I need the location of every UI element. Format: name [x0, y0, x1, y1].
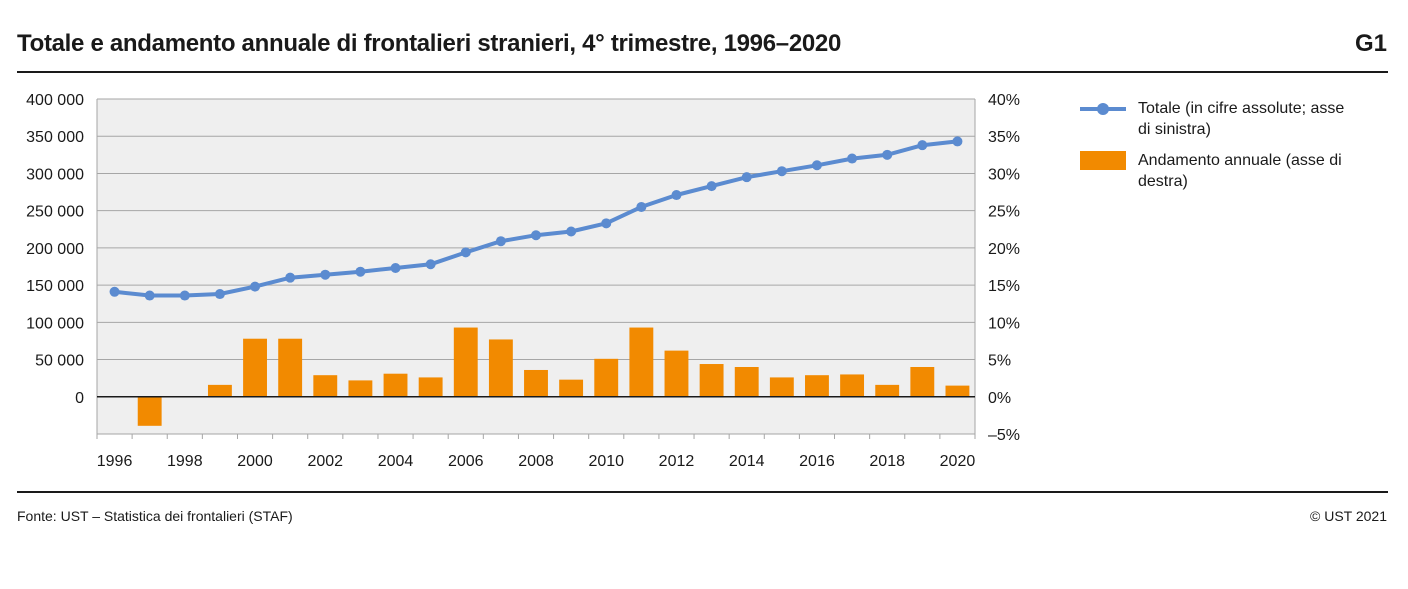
bar-2016: [805, 375, 829, 397]
y-left-tick-label: 400 000: [26, 92, 84, 109]
legend-bar-swatch: [1080, 151, 1126, 170]
bar-2012: [664, 350, 689, 397]
point-2000: [250, 281, 261, 292]
y-right-tick-label: 0%: [988, 390, 1011, 407]
x-tick-label: 2014: [729, 453, 765, 470]
bar-2020: [945, 385, 970, 397]
y-right-tick-label: 35%: [988, 129, 1020, 146]
bar-2001: [278, 338, 303, 397]
bar-2005: [418, 377, 443, 397]
point-2012: [671, 190, 682, 201]
x-tick-label: 2010: [588, 453, 624, 470]
point-2010: [601, 218, 612, 229]
figure-code: G1: [1354, 30, 1387, 57]
point-2008: [531, 230, 541, 241]
x-tick-label: 2006: [448, 453, 484, 470]
bar-2007: [488, 339, 513, 397]
x-tick-label: 1998: [167, 453, 203, 470]
bar-1999: [207, 384, 232, 397]
bar-2009: [559, 379, 584, 397]
legend-dot-marker: [1097, 103, 1109, 115]
x-tick-label: 2020: [940, 453, 976, 470]
point-2004: [390, 262, 401, 273]
legend-label-andamento: Andamento annuale (asse di destra): [1138, 152, 1342, 190]
bar-2015: [769, 377, 794, 397]
bar-2002: [313, 375, 338, 397]
y-left-tick-label: 300 000: [26, 166, 84, 183]
point-2014: [741, 172, 752, 183]
point-2003: [355, 266, 366, 277]
point-2001: [285, 272, 296, 283]
x-tick-label: 2004: [378, 453, 414, 470]
point-2013: [706, 181, 717, 192]
y-left-tick-label: 100 000: [26, 315, 84, 332]
bar-2010: [594, 358, 619, 397]
bar-2000: [243, 338, 267, 397]
y-right-tick-label: 20%: [988, 241, 1020, 258]
header-rule: [17, 71, 1388, 73]
y-left-tick-label: 0: [75, 390, 84, 407]
point-2009: [566, 226, 577, 237]
bar-2011: [629, 327, 654, 397]
y-left-tick-label: 350 000: [26, 129, 84, 146]
point-2002: [320, 269, 331, 280]
bar-2013: [699, 364, 724, 397]
point-2007: [495, 236, 506, 247]
legend-label-totale: Totale (in cifre assolute; asse di sinis…: [1138, 100, 1345, 138]
legend-item-andamento: Andamento annuale (asse di destra): [1080, 150, 1358, 192]
point-1998: [179, 290, 190, 301]
y-right-tick-label: 40%: [988, 92, 1020, 109]
x-tick-label: 1996: [97, 453, 133, 470]
x-tick-label: 2016: [799, 453, 835, 470]
y-left-tick-label: 200 000: [26, 241, 84, 258]
copyright-note: © UST 2021: [1310, 508, 1387, 524]
y-left-tick-label: 50 000: [35, 353, 84, 370]
y-right-tick-label: 5%: [988, 353, 1011, 370]
point-2006: [460, 247, 471, 258]
chart-canvas: 0 50 000 100 000 150 000 200 000 250 000 300 0…: [26, 92, 1020, 470]
y-left-tick-label: 250 000: [26, 204, 84, 221]
footer-rule: [17, 491, 1388, 493]
x-tick-label: 2012: [659, 453, 695, 470]
bar-2003: [348, 380, 373, 397]
bar-1997: [137, 396, 162, 426]
point-1997: [144, 290, 155, 301]
point-2017: [847, 153, 858, 164]
bar-2006: [453, 327, 478, 397]
y-right-tick-label: 10%: [988, 315, 1020, 332]
point-2020: [952, 136, 963, 147]
y-right-tick-label: 25%: [988, 204, 1020, 221]
source-note: Fonte: UST – Statistica dei frontalieri …: [17, 508, 293, 524]
point-2011: [636, 201, 647, 212]
y-right-tick-label: 30%: [988, 166, 1020, 183]
point-2015: [776, 166, 787, 177]
point-2005: [425, 259, 436, 270]
bar-2019: [910, 367, 935, 397]
x-tick-label: 2008: [518, 453, 554, 470]
x-tick-label: 2002: [307, 453, 343, 470]
x-tick-label: 2000: [237, 453, 273, 470]
bar-2008: [524, 369, 548, 397]
bar-2017: [840, 374, 865, 397]
chart-legend: Totale (in cifre assolute; asse di sinis…: [1080, 98, 1358, 202]
y-left-tick-label: 150 000: [26, 278, 84, 295]
x-tick-label: 2018: [869, 453, 905, 470]
y-right-tick-label: 15%: [988, 278, 1020, 295]
bar-2014: [734, 367, 759, 397]
point-2018: [882, 149, 893, 160]
bar-2018: [875, 384, 900, 397]
point-2019: [917, 140, 928, 151]
legend-item-totale: Totale (in cifre assolute; asse di sinis…: [1080, 98, 1358, 140]
point-2016: [811, 160, 822, 171]
point-1996: [109, 286, 120, 297]
bar-2004: [383, 373, 408, 397]
y-right-tick-label: –5%: [988, 427, 1020, 444]
chart-title: Totale e andamento annuale di frontalier…: [17, 30, 842, 57]
point-1999: [214, 289, 225, 300]
